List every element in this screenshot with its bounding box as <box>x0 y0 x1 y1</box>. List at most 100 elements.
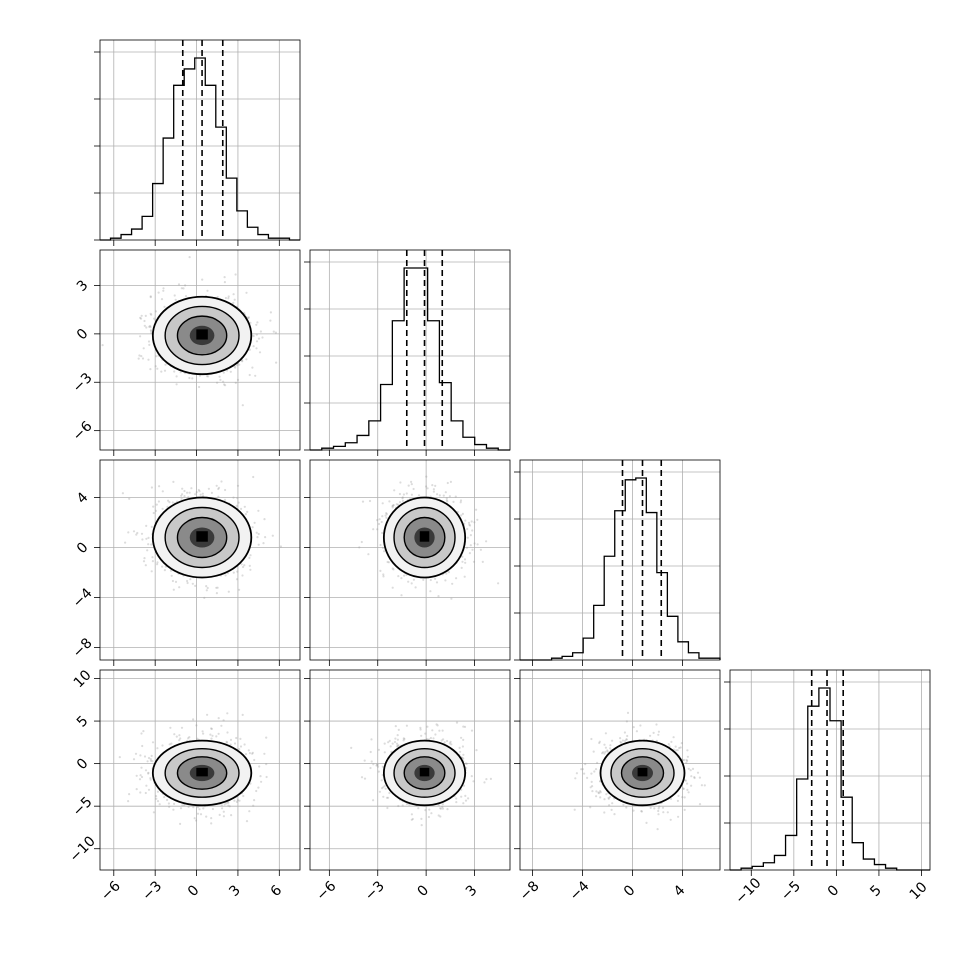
scatter-point <box>379 543 382 547</box>
scatter-point <box>466 536 469 539</box>
scatter-point <box>595 790 598 793</box>
scatter-point <box>377 770 380 773</box>
scatter-point <box>436 493 439 496</box>
contour-line <box>382 496 467 579</box>
scatter-point <box>395 742 399 745</box>
scatter-point <box>251 752 254 755</box>
scatter-point <box>468 552 471 555</box>
scatter-point <box>236 798 239 802</box>
scatter-point <box>397 804 400 808</box>
scatter-point <box>150 543 153 546</box>
scatter-point <box>160 298 164 301</box>
scatter-point <box>179 807 183 810</box>
scatter-point <box>369 750 372 754</box>
scatter-point <box>243 743 246 746</box>
y-tick-label: 0 <box>74 539 92 557</box>
scatter-point <box>264 536 267 539</box>
scatter-point <box>391 742 394 745</box>
scatter-point <box>157 500 160 503</box>
scatter-point <box>605 793 608 796</box>
scatter-point <box>195 491 198 494</box>
scatter-point <box>235 800 238 804</box>
scatter-point <box>429 578 432 582</box>
scatter-point <box>468 523 471 526</box>
scatter-point <box>677 794 680 798</box>
scatter-point <box>175 735 178 738</box>
scatter-point <box>402 493 405 496</box>
scatter-point <box>385 513 388 516</box>
scatter-point <box>195 724 198 727</box>
scatter-point <box>149 777 152 780</box>
scatter-point <box>363 777 367 780</box>
panel-frame <box>99 669 301 871</box>
scatter-point <box>184 284 187 287</box>
scatter-point <box>166 798 169 802</box>
scatter-point <box>205 815 208 818</box>
scatter-point <box>410 582 413 585</box>
scatter-point <box>382 575 385 578</box>
scatter-point <box>381 515 384 518</box>
scatter-point <box>252 345 255 348</box>
scatter-point <box>183 489 186 493</box>
scatter-point <box>137 357 140 360</box>
contour-line <box>393 506 456 569</box>
scatter-point <box>138 354 141 357</box>
scatter-point <box>385 516 388 519</box>
contour-line <box>151 739 253 807</box>
scatter-point <box>234 273 237 276</box>
scatter-point <box>398 492 401 496</box>
scatter-point <box>172 588 175 591</box>
scatter-point <box>258 765 261 768</box>
scatter-point <box>464 794 467 798</box>
scatter-point <box>394 725 397 728</box>
scatter-point <box>215 592 218 595</box>
scatter-point <box>245 820 249 823</box>
scatter-point <box>410 483 413 486</box>
scatter-point <box>198 374 202 377</box>
scatter-point <box>424 809 427 812</box>
density-panel-1-2 <box>304 459 511 666</box>
scatter-point <box>188 256 191 259</box>
scatter-point <box>460 566 463 570</box>
scatter-point <box>417 494 421 497</box>
scatter-point <box>429 736 432 740</box>
scatter-point <box>473 542 476 545</box>
scatter-point <box>153 317 156 320</box>
scatter-point <box>193 817 196 820</box>
scatter-point <box>426 487 429 490</box>
scatter-point <box>196 806 200 809</box>
scatter-point <box>238 799 241 802</box>
scatter-point <box>161 565 164 568</box>
scatter-point <box>358 546 361 549</box>
scatter-point <box>471 529 474 532</box>
y-tick-label: 4 <box>74 489 92 507</box>
scatter-point <box>397 728 400 732</box>
scatter-point <box>147 771 150 774</box>
scatter-point <box>156 800 160 803</box>
scatter-point <box>187 496 190 499</box>
scatter-point <box>432 488 435 491</box>
scatter-point <box>234 366 237 369</box>
scatter-point <box>445 499 448 502</box>
scatter-point <box>205 585 208 588</box>
scatter-point <box>199 813 203 816</box>
scatter-point <box>472 560 476 563</box>
scatter-point <box>464 561 467 564</box>
scatter-point <box>619 737 622 740</box>
scatter-point <box>229 370 232 373</box>
scatter-point <box>167 802 170 805</box>
scatter-point <box>170 742 173 745</box>
scatter-point <box>141 744 144 748</box>
scatter-point <box>455 797 458 800</box>
x-tick-label: −3 <box>362 878 388 904</box>
histogram-panel-1 <box>304 249 511 456</box>
scatter-point <box>215 484 218 487</box>
scatter-point <box>188 491 191 494</box>
scatter-point <box>623 731 627 734</box>
histogram-panel-3: −10 −5 0 5 10 <box>724 669 931 907</box>
scatter-point <box>446 500 449 503</box>
scatter-point <box>178 586 181 589</box>
scatter-point <box>403 574 406 577</box>
scatter-point <box>163 796 166 799</box>
scatter-point <box>419 728 422 731</box>
